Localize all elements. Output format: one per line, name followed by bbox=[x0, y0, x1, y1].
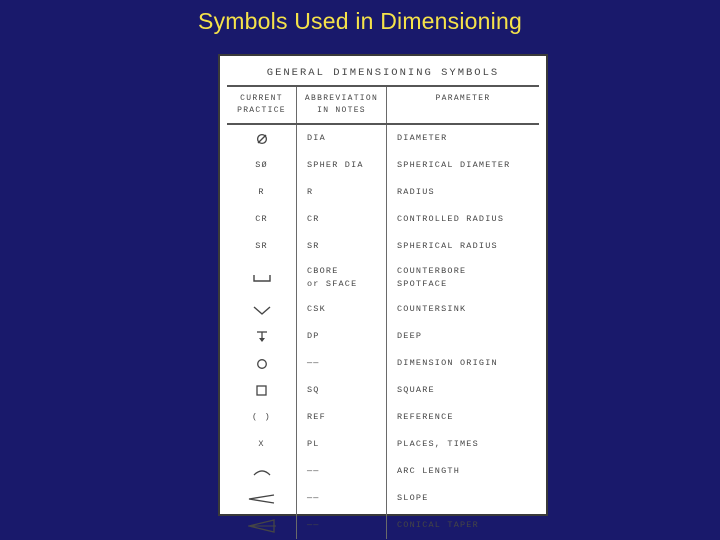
parameter-cell: DIAMETER bbox=[387, 125, 539, 152]
parameter-cell: REFERENCE bbox=[387, 404, 539, 431]
taper-icon bbox=[247, 518, 277, 534]
symbol-cell bbox=[227, 323, 297, 350]
symbol-cell bbox=[227, 512, 297, 539]
parameter-cell: SQUARE bbox=[387, 377, 539, 404]
table-row: SRSRSPHERICAL RADIUS bbox=[227, 233, 539, 260]
cbore-icon bbox=[251, 271, 273, 285]
table-row: ——ARC LENGTH bbox=[227, 458, 539, 485]
parameter-cell: COUNTERBORE SPOTFACE bbox=[387, 260, 539, 296]
symbol-cell bbox=[227, 377, 297, 404]
abbreviation-cell: CR bbox=[297, 206, 387, 233]
table-row: X PLPLACES, TIMES bbox=[227, 431, 539, 458]
cr-symbol: CR bbox=[255, 213, 268, 226]
abbreviation-cell: —— bbox=[297, 485, 387, 512]
abbreviation-cell: DP bbox=[297, 323, 387, 350]
parameter-cell: RADIUS bbox=[387, 179, 539, 206]
header-abbreviation: ABBREVIATION IN NOTES bbox=[297, 87, 387, 123]
table-row: CBORE or SFACECOUNTERBORE SPOTFACE bbox=[227, 260, 539, 296]
abbreviation-cell: —— bbox=[297, 458, 387, 485]
symbol-cell: ( ) bbox=[227, 404, 297, 431]
parameter-cell: DIMENSION ORIGIN bbox=[387, 350, 539, 377]
abbreviation-cell: SPHER DIA bbox=[297, 152, 387, 179]
abbreviation-cell: CSK bbox=[297, 296, 387, 323]
symbol-cell: R bbox=[227, 179, 297, 206]
table-row: CRCRCONTROLLED RADIUS bbox=[227, 206, 539, 233]
arc-icon bbox=[252, 466, 272, 478]
symbol-cell: SØ bbox=[227, 152, 297, 179]
origin-icon bbox=[255, 357, 269, 371]
symbol-cell: SR bbox=[227, 233, 297, 260]
symbol-cell bbox=[227, 296, 297, 323]
abbreviation-cell: CBORE or SFACE bbox=[297, 260, 387, 296]
parameter-cell: COUNTERSINK bbox=[387, 296, 539, 323]
table-row: RRRADIUS bbox=[227, 179, 539, 206]
symbol-cell bbox=[227, 260, 297, 296]
table-row: ——DIMENSION ORIGIN bbox=[227, 350, 539, 377]
parameter-cell: SPHERICAL DIAMETER bbox=[387, 152, 539, 179]
slope-icon bbox=[247, 492, 277, 506]
dia-icon bbox=[255, 132, 269, 146]
parameter-cell: SPHERICAL RADIUS bbox=[387, 233, 539, 260]
parameter-cell: SLOPE bbox=[387, 485, 539, 512]
header-current-practice: CURRENT PRACTICE bbox=[227, 87, 297, 123]
deep-icon bbox=[254, 329, 270, 345]
parameter-cell: DEEP bbox=[387, 323, 539, 350]
ref-symbol: ( ) bbox=[252, 411, 271, 424]
parameter-cell: CONICAL TAPER bbox=[387, 512, 539, 539]
symbol-cell: CR bbox=[227, 206, 297, 233]
table-row: SQSQUARE bbox=[227, 377, 539, 404]
csk-icon bbox=[251, 303, 273, 317]
places-symbol: X bbox=[258, 438, 264, 451]
abbreviation-cell: SR bbox=[297, 233, 387, 260]
table-row: DIADIAMETER bbox=[227, 125, 539, 152]
table-row: ——CONICAL TAPER bbox=[227, 512, 539, 539]
table-row: ——SLOPE bbox=[227, 485, 539, 512]
table-row: SØ SPHER DIASPHERICAL DIAMETER bbox=[227, 152, 539, 179]
abbreviation-cell: —— bbox=[297, 350, 387, 377]
table-body: DIADIAMETER SØ SPHER DIASPHERICAL DIAMETER… bbox=[227, 125, 539, 539]
sr-symbol: SR bbox=[255, 240, 268, 253]
sdia-symbol: SØ bbox=[255, 159, 268, 172]
table-row: CSKCOUNTERSINK bbox=[227, 296, 539, 323]
symbol-cell bbox=[227, 125, 297, 152]
abbreviation-cell: REF bbox=[297, 404, 387, 431]
abbreviation-cell: PL bbox=[297, 431, 387, 458]
table-row: DPDEEP bbox=[227, 323, 539, 350]
symbol-cell: X bbox=[227, 431, 297, 458]
table-row: ( ) REFREFERENCE bbox=[227, 404, 539, 431]
symbol-cell bbox=[227, 485, 297, 512]
abbreviation-cell: —— bbox=[297, 512, 387, 539]
parameter-cell: ARC LENGTH bbox=[387, 458, 539, 485]
symbol-cell bbox=[227, 350, 297, 377]
abbreviation-cell: R bbox=[297, 179, 387, 206]
table-header-row: CURRENT PRACTICE ABBREVIATION IN NOTES P… bbox=[227, 85, 539, 125]
symbols-table: GENERAL DIMENSIONING SYMBOLS CURRENT PRA… bbox=[218, 54, 548, 516]
sq-icon bbox=[255, 384, 268, 397]
symbol-cell bbox=[227, 458, 297, 485]
header-parameter: PARAMETER bbox=[387, 87, 539, 123]
slide-title: Symbols Used in Dimensioning bbox=[0, 8, 720, 35]
parameter-cell: CONTROLLED RADIUS bbox=[387, 206, 539, 233]
abbreviation-cell: DIA bbox=[297, 125, 387, 152]
abbreviation-cell: SQ bbox=[297, 377, 387, 404]
r-symbol: R bbox=[258, 186, 264, 199]
table-title: GENERAL DIMENSIONING SYMBOLS bbox=[227, 63, 539, 85]
parameter-cell: PLACES, TIMES bbox=[387, 431, 539, 458]
